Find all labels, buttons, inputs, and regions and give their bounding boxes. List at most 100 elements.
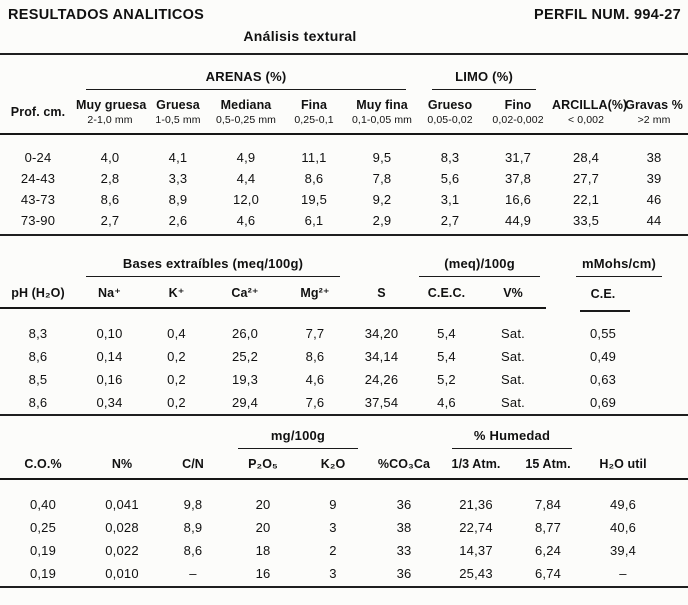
table-cell: 29,4 (231, 395, 259, 410)
table-cell: 9,2 (372, 192, 392, 207)
table-cell: 4,0 (100, 150, 120, 165)
table-cell: 2,7 (100, 213, 120, 228)
column-header: 1/3 Atm. (451, 457, 501, 471)
table-cell: 40,6 (609, 520, 637, 535)
table-cell: 0,14 (96, 349, 123, 364)
table-cell: 38 (396, 520, 412, 535)
divider-rule (0, 234, 688, 236)
column-header: Fino (504, 98, 532, 112)
table-cell: 14,37 (459, 543, 493, 558)
chemical-table: Bases extraíbles (meq/100g) (meq)/100g m… (0, 236, 688, 410)
table-cell: 0,40 (29, 497, 57, 512)
table-cell: 4,4 (236, 171, 256, 186)
table-cell: – (189, 566, 197, 581)
divider-rule (0, 414, 688, 416)
section-subtitle: Análisis textural (243, 28, 357, 44)
table-cell: 0,010 (105, 566, 139, 581)
table-cell: 11,1 (301, 150, 327, 165)
table-cell: 6,1 (304, 213, 324, 228)
column-header: Muy gruesa (76, 98, 147, 112)
table-cell: 38 (646, 150, 662, 165)
table-cell: 31,7 (504, 150, 532, 165)
table-cell: 9 (329, 497, 337, 512)
table-cell: 8,9 (183, 520, 203, 535)
table-row: 0,19 0,010 – 16 3 36 25,43 6,74 – (0, 558, 688, 581)
table-cell: 12,0 (232, 192, 260, 207)
table-cell: 73-90 (20, 213, 56, 228)
table-cell: 8,3 (440, 150, 460, 165)
column-subheader: 0,5-0,25 mm (215, 114, 277, 126)
table-cell: Sat. (501, 349, 525, 364)
column-header: C/N (182, 457, 204, 471)
column-header: 15 Atm. (525, 457, 571, 471)
table-cell: 37,54 (364, 395, 399, 410)
table-cell: 0,19 (29, 543, 57, 558)
table-cell: 16 (255, 566, 271, 581)
table-cell: 3 (329, 520, 337, 535)
table-cell: 0-24 (24, 150, 52, 165)
table-cell: 7,84 (534, 497, 562, 512)
table-row: 0,40 0,041 9,8 20 9 36 21,36 7,84 49,6 (0, 479, 688, 512)
table-cell: 7,7 (305, 326, 325, 341)
subtitle-row: Análisis textural (0, 28, 600, 46)
table-cell: 39 (646, 171, 662, 186)
table-cell: 3,1 (440, 192, 460, 207)
table-cell: 3 (329, 566, 337, 581)
table-cell: Sat. (501, 326, 525, 341)
table-cell: 2,6 (168, 213, 188, 228)
table-cell: 8,6 (305, 349, 325, 364)
table-row: 0,19 0,022 8,6 18 2 33 14,37 6,24 39,4 (0, 535, 688, 558)
table-cell: 0,4 (167, 326, 186, 341)
profile-number: PERFIL NUM. 994-27 (534, 7, 681, 23)
table-cell: 2,7 (440, 213, 460, 228)
column-subheader: 0,25-0,1 (294, 114, 334, 126)
table-cell: 43-73 (20, 192, 56, 207)
table-cell: 34,20 (364, 326, 399, 341)
table-cell: 33,5 (572, 213, 600, 228)
table-cell: 0,022 (105, 543, 139, 558)
column-header: Gruesa (156, 98, 200, 112)
table-cell: 0,49 (589, 349, 617, 364)
table-row: 73-90 2,7 2,6 4,6 6,1 2,9 2,7 44,9 33,5 44 (0, 207, 688, 228)
column-header: K₂O (320, 457, 346, 471)
group-label-mmohs: mMohs/cm) (576, 256, 663, 277)
table-cell: 8,77 (534, 520, 562, 535)
report-header: RESULTADOS ANALITICOS PERFIL NUM. 994-27 (0, 0, 688, 23)
page-title: RESULTADOS ANALITICOS (8, 7, 205, 23)
table-cell: 0,2 (167, 395, 186, 410)
column-header: K⁺ (168, 286, 185, 300)
table-cell: 33 (396, 543, 412, 558)
table-cell: 39,4 (609, 543, 637, 558)
table-cell: 22,1 (572, 192, 600, 207)
table-cell: 0,2 (167, 372, 186, 387)
table-cell: Sat. (501, 395, 525, 410)
table-cell: 8,6 (183, 543, 203, 558)
table-cell: 4,6 (437, 395, 456, 410)
table-cell: 0,028 (105, 520, 139, 535)
table-cell: 22,74 (459, 520, 493, 535)
table-cell: 8,6 (100, 192, 120, 207)
table-cell: 6,74 (534, 566, 562, 581)
table-cell: 2 (329, 543, 337, 558)
table-cell: 0,69 (589, 395, 617, 410)
table-cell: 28,4 (572, 150, 600, 165)
column-header: H₂O util (599, 457, 647, 471)
table-row: 8,6 0,14 0,2 25,2 8,6 34,14 5,4 Sat. 0,49 (0, 341, 688, 364)
table-cell: 4,1 (168, 150, 188, 165)
column-header: ARCILLA(%) (552, 98, 628, 112)
table-cell: 34,14 (364, 349, 399, 364)
column-subheader: 0,02-0,002 (492, 114, 544, 126)
column-header: Grueso (427, 98, 473, 112)
table-cell: 8,6 (28, 395, 48, 410)
column-subheader: < 0,002 (568, 114, 605, 126)
table-cell: 0,2 (167, 349, 186, 364)
table-cell: 20 (255, 520, 271, 535)
table-cell: 2,9 (372, 213, 392, 228)
table-row: 8,5 0,16 0,2 19,3 4,6 24,26 5,2 Sat. 0,63 (0, 364, 688, 387)
table-cell: 8,6 (304, 171, 324, 186)
table-row: 8,3 0,10 0,4 26,0 7,7 34,20 5,4 Sat. 0,55 (0, 308, 688, 341)
group-header-row: mg/100g % Humedad (0, 416, 688, 449)
column-header-row: Prof. cm. Muy gruesa 2-1,0 mm Gruesa 1-0,5… (0, 90, 688, 135)
column-subheader: >2 mm (637, 114, 671, 126)
column-header: Prof. cm. (10, 105, 66, 119)
